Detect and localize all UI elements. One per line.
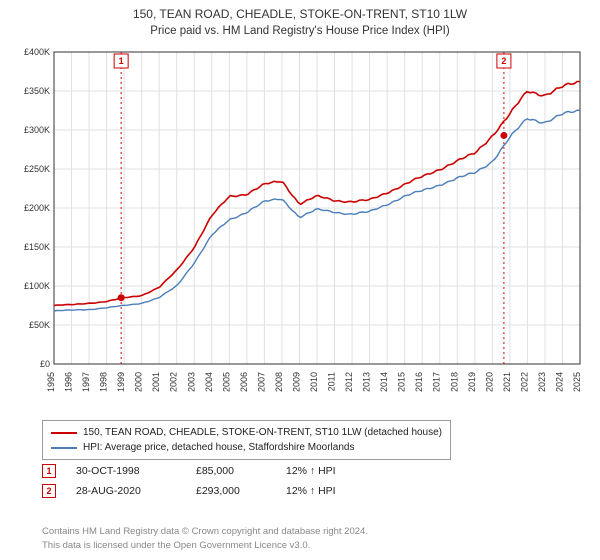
svg-text:2002: 2002: [169, 372, 179, 392]
legend-label: HPI: Average price, detached house, Staf…: [83, 440, 354, 455]
event-change: 12% ↑ HPI: [286, 485, 366, 497]
svg-text:2006: 2006: [239, 372, 249, 392]
legend-swatch: [51, 447, 77, 449]
svg-text:2022: 2022: [519, 372, 529, 392]
event-price: £293,000: [196, 485, 266, 497]
chart-subtitle: Price paid vs. HM Land Registry's House …: [0, 23, 600, 37]
svg-text:2000: 2000: [134, 372, 144, 392]
svg-text:1996: 1996: [64, 372, 74, 392]
svg-text:2008: 2008: [274, 372, 284, 392]
svg-text:1: 1: [119, 56, 124, 66]
svg-text:1995: 1995: [46, 372, 56, 392]
chart-title: 150, TEAN ROAD, CHEADLE, STOKE-ON-TRENT,…: [0, 0, 600, 23]
svg-text:2024: 2024: [554, 372, 564, 392]
event-badge: 1: [42, 464, 56, 478]
svg-text:£400K: £400K: [24, 47, 50, 57]
event-row: 1 30-OCT-1998 £85,000 12% ↑ HPI: [42, 464, 366, 478]
chart-container: 150, TEAN ROAD, CHEADLE, STOKE-ON-TRENT,…: [0, 0, 600, 560]
svg-text:2016: 2016: [414, 372, 424, 392]
svg-text:2005: 2005: [221, 372, 231, 392]
svg-text:1998: 1998: [99, 372, 109, 392]
svg-text:2001: 2001: [151, 372, 161, 392]
svg-text:£350K: £350K: [24, 86, 50, 96]
svg-text:2015: 2015: [397, 372, 407, 392]
svg-text:2018: 2018: [449, 372, 459, 392]
svg-text:2019: 2019: [467, 372, 477, 392]
event-row: 2 28-AUG-2020 £293,000 12% ↑ HPI: [42, 484, 366, 498]
legend: 150, TEAN ROAD, CHEADLE, STOKE-ON-TRENT,…: [42, 420, 451, 460]
svg-text:£200K: £200K: [24, 203, 50, 213]
legend-swatch: [51, 432, 77, 434]
svg-text:2021: 2021: [502, 372, 512, 392]
svg-text:2013: 2013: [362, 372, 372, 392]
svg-text:£100K: £100K: [24, 281, 50, 291]
svg-text:2014: 2014: [379, 372, 389, 392]
svg-text:2010: 2010: [309, 372, 319, 392]
footer-line1: Contains HM Land Registry data © Crown c…: [42, 525, 368, 538]
footer-line2: This data is licensed under the Open Gov…: [42, 539, 368, 552]
svg-text:2004: 2004: [204, 372, 214, 392]
svg-text:£0: £0: [40, 359, 50, 369]
events-table: 1 30-OCT-1998 £85,000 12% ↑ HPI 2 28-AUG-2020…: [42, 464, 366, 504]
event-date: 30-OCT-1998: [76, 465, 176, 477]
legend-row: 150, TEAN ROAD, CHEADLE, STOKE-ON-TRENT,…: [51, 425, 442, 440]
event-price: £85,000: [196, 465, 266, 477]
chart-area: £0 £50K £100K £150K £200K £250K £300K £350K £400…: [10, 42, 590, 412]
svg-text:£300K: £300K: [24, 125, 50, 135]
legend-row: HPI: Average price, detached house, Staf…: [51, 440, 442, 455]
svg-text:£250K: £250K: [24, 164, 50, 174]
svg-text:£150K: £150K: [24, 242, 50, 252]
svg-text:2011: 2011: [327, 372, 337, 391]
svg-text:2007: 2007: [256, 372, 266, 392]
svg-text:2009: 2009: [291, 372, 301, 392]
footer-attribution: Contains HM Land Registry data © Crown c…: [42, 525, 368, 552]
legend-label: 150, TEAN ROAD, CHEADLE, STOKE-ON-TRENT,…: [83, 425, 442, 440]
svg-text:2020: 2020: [484, 372, 494, 392]
svg-text:1997: 1997: [81, 372, 91, 392]
event-date: 28-AUG-2020: [76, 485, 176, 497]
svg-text:2012: 2012: [344, 372, 354, 392]
svg-text:2003: 2003: [186, 372, 196, 392]
svg-text:2017: 2017: [432, 372, 442, 392]
event-badge: 2: [42, 484, 56, 498]
event-change: 12% ↑ HPI: [286, 465, 366, 477]
svg-text:1999: 1999: [116, 372, 126, 392]
svg-text:2: 2: [501, 56, 506, 66]
svg-text:£50K: £50K: [29, 320, 50, 330]
svg-text:2025: 2025: [572, 372, 582, 392]
chart-svg: £0 £50K £100K £150K £200K £250K £300K £350K £400…: [10, 42, 590, 412]
svg-text:2023: 2023: [537, 372, 547, 392]
